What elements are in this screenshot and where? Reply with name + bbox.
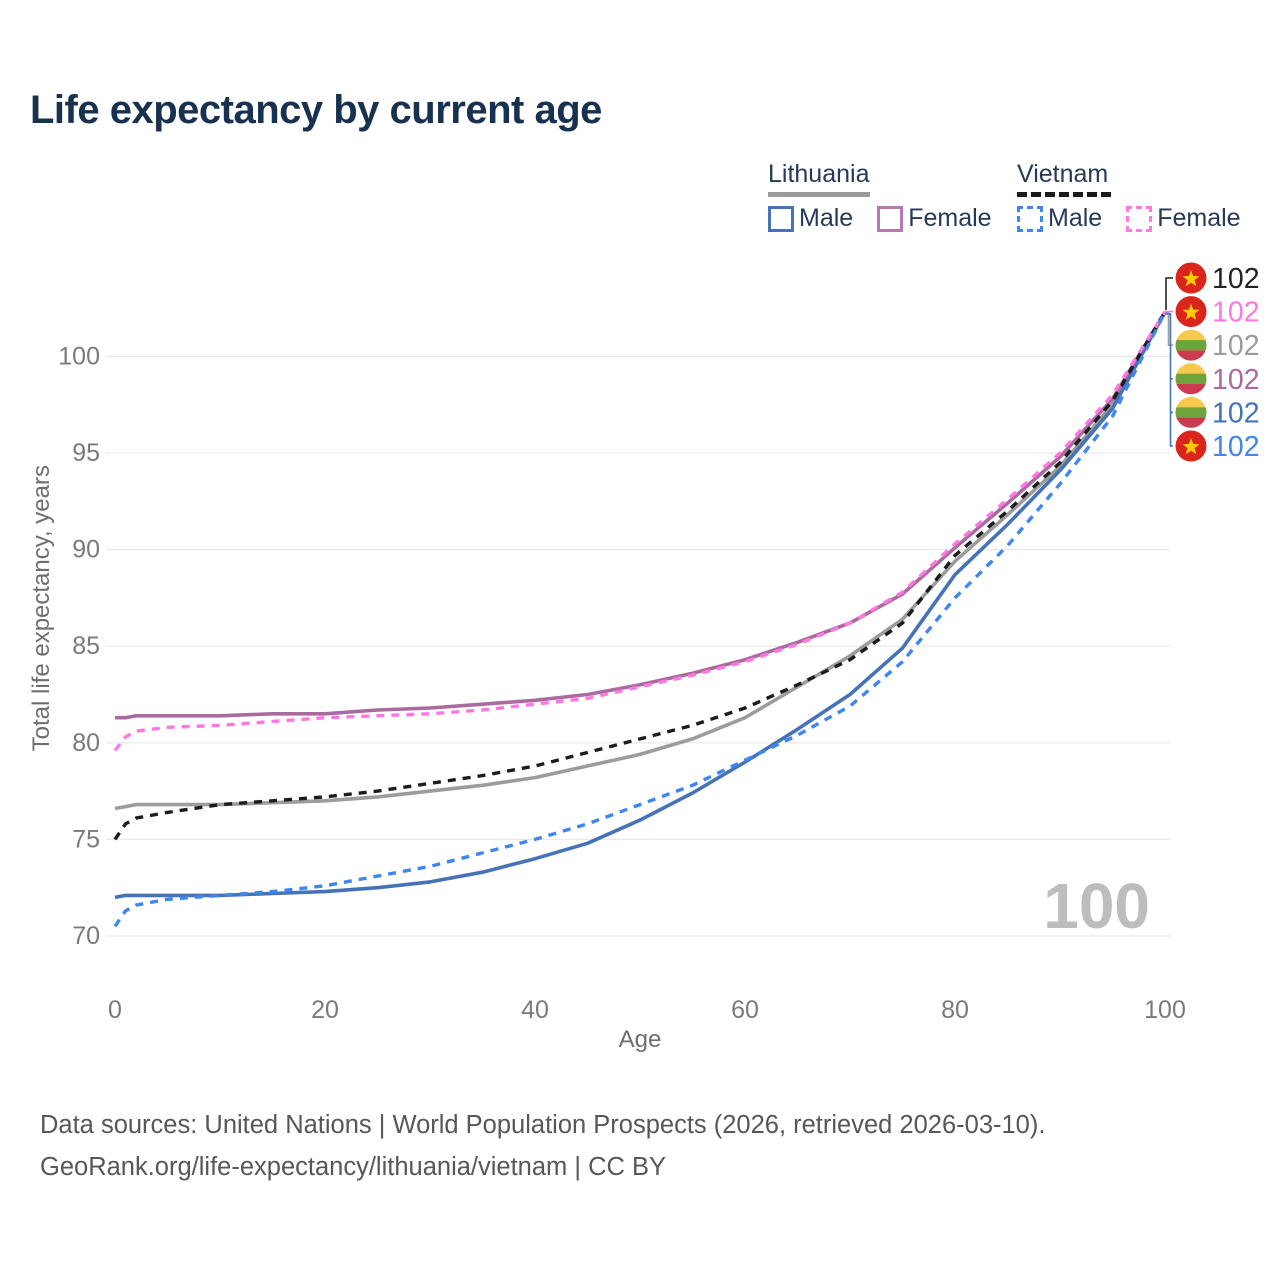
footer: Data sources: United Nations | World Pop… [40, 1104, 1045, 1188]
end-value-label: 102 [1212, 263, 1260, 295]
x-axis-title: Age [618, 1026, 662, 1053]
end-value-label: 102 [1212, 364, 1260, 396]
x-tick-label: 80 [941, 996, 969, 1024]
series-line-vietnam-total [113, 311, 1167, 841]
series-line-lithuania-female [115, 311, 1167, 720]
vietnam-flag-icon [1175, 296, 1207, 328]
x-tick-label: 60 [731, 996, 759, 1024]
y-tick-label: 70 [72, 922, 100, 950]
vietnam-female-swatch-icon [1126, 205, 1153, 232]
x-tick-label: 40 [521, 996, 549, 1024]
vietnam-dashed-line-swatch-icon [1017, 192, 1111, 197]
y-tick-label: 95 [72, 439, 100, 467]
end-label-leader-line [1165, 312, 1173, 346]
legend-item-vietnam-male[interactable]: Male [1017, 204, 1102, 233]
lithuania-flag-icon [1175, 363, 1207, 395]
x-tick-label: 20 [311, 996, 339, 1024]
legend-group-lithuania: Lithuania Male Female [768, 160, 992, 232]
page-title: Life expectancy by current age [30, 88, 602, 132]
legend-item-lithuania-female[interactable]: Female [877, 204, 992, 233]
footer-attribution: GeoRank.org/life-expectancy/lithuania/vi… [40, 1153, 667, 1181]
y-tick-label: 100 [58, 342, 100, 370]
lithuania-solid-line-swatch-icon [768, 192, 870, 197]
lithuania-female-swatch-icon [877, 205, 904, 232]
vietnam-male-swatch-icon [1017, 205, 1043, 232]
legend-group-vietnam: Vietnam Male Female [1017, 160, 1241, 232]
legend-item-lithuania-female-label: Female [908, 204, 992, 232]
lithuania-flag-icon [1175, 396, 1207, 428]
legend-item-lithuania-male-label: Male [799, 204, 854, 232]
legend-item-lithuania-male[interactable]: Male [768, 204, 853, 233]
x-tick-label: 100 [1144, 996, 1186, 1024]
x-tick-label: 0 [108, 996, 122, 1024]
legend-country-lithuania-label: Lithuania [768, 160, 870, 188]
lithuania-flag-icon [1175, 329, 1207, 361]
legend-country-lithuania[interactable]: Lithuania [768, 160, 870, 197]
legend-country-vietnam[interactable]: Vietnam [1017, 160, 1111, 197]
footer-data-sources: Data sources: United Nations | World Pop… [40, 1111, 1046, 1139]
y-axis-title: Total life expectancy, years [28, 465, 55, 752]
series-line-vietnam-female [113, 311, 1167, 752]
end-value-label: 102 [1212, 431, 1260, 463]
end-value-label: 102 [1212, 397, 1260, 429]
lithuania-male-swatch-icon [768, 205, 794, 232]
vietnam-flag-icon [1175, 262, 1207, 294]
end-label-leader-line [1165, 313, 1173, 447]
end-value-label: 102 [1212, 297, 1260, 329]
legend-item-vietnam-male-label: Male [1048, 204, 1103, 232]
series-line-vietnam-male [113, 311, 1167, 928]
series-line-lithuania-total [114, 311, 1167, 811]
y-tick-label: 85 [72, 632, 100, 660]
end-value-label: 102 [1212, 330, 1260, 362]
y-tick-label: 90 [72, 536, 100, 564]
y-tick-label: 80 [72, 729, 100, 757]
end-label-leader-line [1165, 277, 1173, 310]
series-line-lithuania-male [114, 311, 1167, 900]
legend-item-vietnam-female-label: Female [1157, 204, 1241, 232]
legend-item-vietnam-female[interactable]: Female [1126, 204, 1241, 233]
y-tick-label: 75 [72, 825, 100, 853]
legend-country-vietnam-label: Vietnam [1017, 160, 1109, 188]
age-counter-watermark: 100 [1043, 870, 1150, 942]
vietnam-flag-icon [1175, 430, 1207, 462]
